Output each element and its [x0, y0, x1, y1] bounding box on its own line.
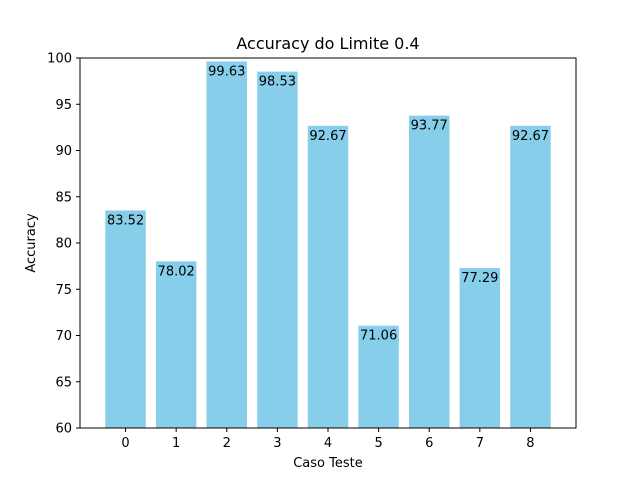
y-axis: 60 65 70 75 80 85 90 95 100 — [47, 52, 80, 437]
bar-7 — [459, 268, 501, 428]
y-tick-label: 80 — [55, 237, 72, 252]
bar-label-2: 99.63 — [208, 64, 245, 79]
bar-3 — [257, 71, 298, 428]
y-tick-label: 60 — [55, 422, 72, 437]
bar-label-8: 92.67 — [512, 129, 549, 144]
bar-label-4: 92.67 — [309, 129, 346, 144]
bar-label-3: 98.53 — [259, 75, 296, 90]
bar-0 — [105, 210, 146, 428]
bar-5 — [358, 325, 399, 428]
x-tick-label: 6 — [425, 436, 433, 451]
x-tick-label: 8 — [526, 436, 534, 451]
bar-label-6: 93.77 — [411, 119, 448, 134]
bar-2 — [206, 61, 248, 429]
bar-4 — [307, 125, 349, 429]
bar-label-0: 83.52 — [107, 213, 144, 228]
bar-label-5: 71.06 — [360, 329, 397, 344]
bar-6 — [408, 115, 450, 428]
bars-group — [105, 61, 551, 429]
chart-title: Accuracy do Limite 0.4 — [236, 34, 419, 53]
bar-8 — [510, 125, 551, 429]
bar-1 — [155, 261, 197, 428]
y-tick-label: 70 — [55, 329, 72, 344]
x-axis: 0 1 2 3 4 5 6 7 8 — [121, 428, 535, 451]
x-tick-label: 5 — [374, 436, 382, 451]
y-tick-label: 75 — [55, 283, 72, 298]
x-tick-label: 2 — [223, 436, 231, 451]
bar-label-7: 77.29 — [461, 271, 498, 286]
x-tick-label: 1 — [172, 436, 180, 451]
x-axis-label: Caso Teste — [293, 456, 363, 471]
x-tick-label: 0 — [121, 436, 129, 451]
y-tick-label: 95 — [55, 98, 72, 113]
y-tick-label: 65 — [55, 375, 72, 390]
y-tick-label: 90 — [55, 144, 72, 159]
y-tick-label: 100 — [47, 52, 72, 67]
x-tick-label: 3 — [273, 436, 281, 451]
y-tick-label: 85 — [55, 190, 72, 205]
x-tick-label: 4 — [324, 436, 332, 451]
bar-label-1: 78.02 — [158, 264, 195, 279]
y-axis-label: Accuracy — [24, 213, 39, 273]
x-tick-label: 7 — [476, 436, 484, 451]
bar-labels-group: 83.52 78.02 99.63 98.53 92.67 71.06 93.77 77.29… — [107, 64, 549, 343]
